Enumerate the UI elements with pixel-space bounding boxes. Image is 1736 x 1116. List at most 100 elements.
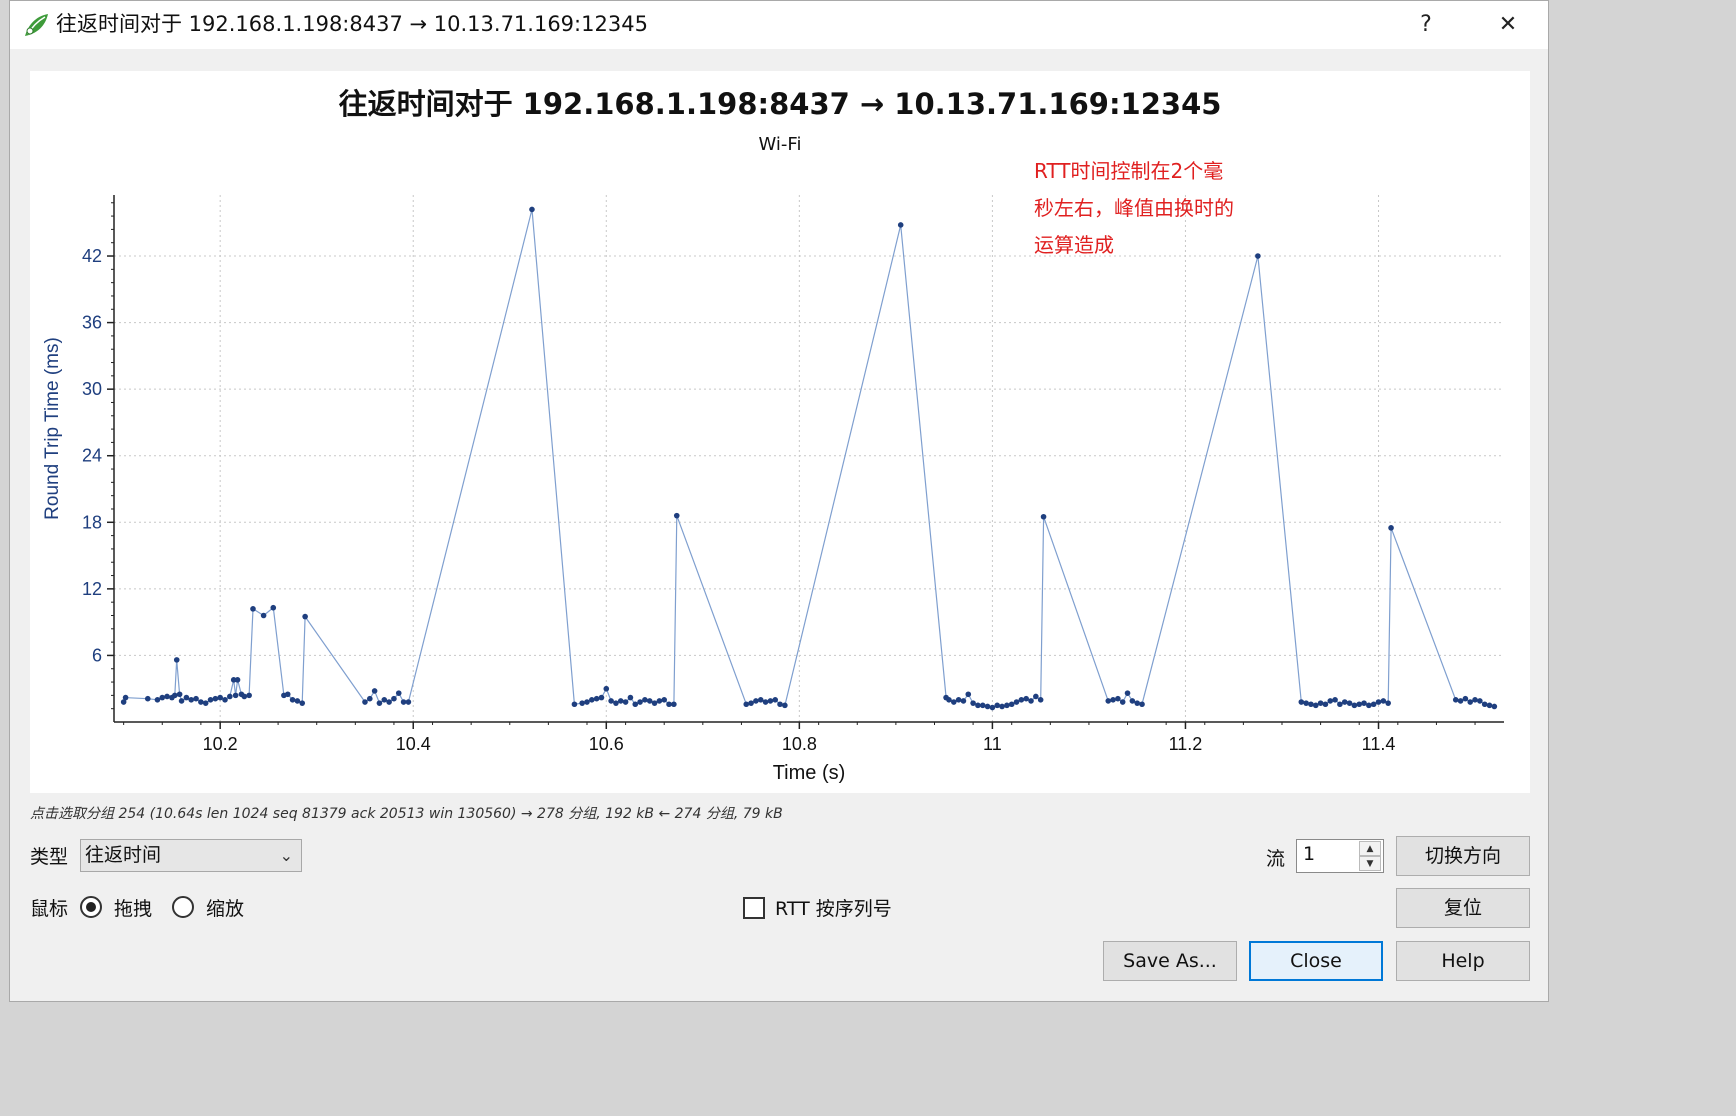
rtt-data-point[interactable] xyxy=(1375,699,1382,705)
rtt-data-point[interactable] xyxy=(246,692,252,699)
rtt-data-point[interactable] xyxy=(1322,701,1329,708)
rtt-data-point[interactable] xyxy=(1040,513,1047,520)
rtt-data-point[interactable] xyxy=(289,697,296,703)
rtt-data-point[interactable] xyxy=(1129,698,1136,704)
rtt-data-point[interactable] xyxy=(999,703,1005,710)
rtt-chart[interactable]: 10.2 10.4 10.6 10.8 11 11.2 11.4 6 12 18 24 30 36 42 T… xyxy=(30,71,1530,793)
rtt-data-point[interactable] xyxy=(284,691,291,698)
rtt-data-point[interactable] xyxy=(1346,700,1353,706)
rtt-data-point[interactable] xyxy=(400,699,407,705)
spin-up-icon[interactable]: ▲ xyxy=(1359,841,1381,856)
rtt-data-point[interactable] xyxy=(1452,697,1459,703)
graph-type-select[interactable]: 往返时间 ⌄ xyxy=(80,839,302,872)
rtt-data-point[interactable] xyxy=(234,677,241,683)
rtt-data-point[interactable] xyxy=(1004,702,1010,709)
rtt-by-seq-label[interactable]: RTT 按序列号 xyxy=(775,898,892,920)
rtt-data-point[interactable] xyxy=(1457,698,1464,704)
rtt-data-point[interactable] xyxy=(176,691,183,698)
rtt-data-point[interactable] xyxy=(1380,698,1387,704)
rtt-data-point[interactable] xyxy=(1110,697,1116,703)
rtt-data-point[interactable] xyxy=(753,698,759,704)
rtt-data-point[interactable] xyxy=(1366,702,1372,709)
rtt-data-point[interactable] xyxy=(371,688,378,694)
plot-area[interactable]: 往返时间对于 192.168.1.198:8437 → 10.13.71.169… xyxy=(30,71,1530,793)
rtt-data-point[interactable] xyxy=(1385,700,1391,706)
rtt-data-point[interactable] xyxy=(173,657,180,663)
rtt-data-point[interactable] xyxy=(1491,703,1498,710)
rtt-data-point[interactable] xyxy=(1332,697,1338,703)
rtt-data-point[interactable] xyxy=(646,698,653,704)
rtt-data-point[interactable] xyxy=(897,222,904,228)
rtt-data-point[interactable] xyxy=(656,698,663,704)
rtt-data-point[interactable] xyxy=(1308,701,1314,708)
rtt-data-point[interactable] xyxy=(666,701,672,708)
rtt-data-point[interactable] xyxy=(593,695,600,702)
rtt-data-point[interactable] xyxy=(395,690,402,696)
rtt-data-point[interactable] xyxy=(1119,699,1126,705)
rtt-data-point[interactable] xyxy=(1356,701,1363,708)
rtt-data-point[interactable] xyxy=(1361,700,1367,706)
rtt-data-point[interactable] xyxy=(362,699,368,705)
rtt-data-point[interactable] xyxy=(405,699,412,705)
close-button[interactable]: Close xyxy=(1249,941,1383,981)
rtt-data-point[interactable] xyxy=(777,701,783,708)
rtt-data-point[interactable] xyxy=(955,697,962,703)
rtt-data-point[interactable] xyxy=(1370,701,1377,708)
rtt-data-point[interactable] xyxy=(979,702,986,709)
rtt-data-point[interactable] xyxy=(673,512,680,519)
rtt-data-point[interactable] xyxy=(748,700,754,706)
rtt-data-point[interactable] xyxy=(260,612,267,619)
rtt-data-point[interactable] xyxy=(661,697,668,703)
rtt-data-point[interactable] xyxy=(989,704,996,711)
rtt-data-point[interactable] xyxy=(946,697,952,703)
rtt-data-point[interactable] xyxy=(193,695,199,702)
rtt-data-point[interactable] xyxy=(1139,701,1145,708)
rtt-data-point[interactable] xyxy=(1023,695,1029,702)
rtt-data-point[interactable] xyxy=(627,694,634,701)
rtt-data-point[interactable] xyxy=(1327,698,1334,704)
rtt-data-point[interactable] xyxy=(122,694,129,701)
rtt-data-point[interactable] xyxy=(767,698,774,704)
rtt-data-point[interactable] xyxy=(376,700,383,706)
rtt-data-point[interactable] xyxy=(1008,701,1015,708)
help-title-button[interactable]: ? xyxy=(1420,12,1432,37)
rtt-data-point[interactable] xyxy=(120,699,127,705)
rtt-data-point[interactable] xyxy=(217,694,223,701)
save-as-button[interactable]: Save As... xyxy=(1103,941,1237,981)
rtt-data-point[interactable] xyxy=(622,699,629,705)
rtt-data-point[interactable] xyxy=(1134,700,1140,706)
rtt-data-point[interactable] xyxy=(391,695,397,702)
rtt-data-point[interactable] xyxy=(598,694,605,701)
rtt-data-point[interactable] xyxy=(1486,702,1493,709)
rtt-data-point[interactable] xyxy=(183,694,190,701)
rtt-data-point[interactable] xyxy=(1013,699,1020,705)
rtt-data-point[interactable] xyxy=(230,677,237,683)
rtt-data-point[interactable] xyxy=(1351,702,1358,709)
rtt-data-point[interactable] xyxy=(207,697,214,703)
rtt-data-point[interactable] xyxy=(571,701,578,708)
rtt-data-point[interactable] xyxy=(299,700,306,706)
drag-radio[interactable] xyxy=(80,896,102,918)
switch-direction-button[interactable]: 切换方向 xyxy=(1396,836,1530,876)
rtt-data-point[interactable] xyxy=(188,697,195,703)
rtt-data-point[interactable] xyxy=(772,697,779,703)
rtt-data-point[interactable] xyxy=(386,699,392,705)
rtt-data-point[interactable] xyxy=(608,698,614,704)
rtt-data-point[interactable] xyxy=(613,700,619,706)
rtt-data-point[interactable] xyxy=(1337,701,1343,708)
rtt-data-point[interactable] xyxy=(159,694,166,701)
zoom-radio[interactable] xyxy=(172,896,194,918)
rtt-data-point[interactable] xyxy=(1018,697,1025,703)
rtt-data-point[interactable] xyxy=(366,695,373,702)
rtt-data-point[interactable] xyxy=(1388,525,1394,531)
rtt-data-point[interactable] xyxy=(762,699,769,705)
rtt-data-point[interactable] xyxy=(1472,697,1478,703)
rtt-data-point[interactable] xyxy=(975,702,981,709)
rtt-data-point[interactable] xyxy=(757,697,764,703)
stream-spinbox[interactable]: 1 ▲ ▼ xyxy=(1296,839,1384,873)
rtt-data-point[interactable] xyxy=(637,699,643,705)
rtt-data-point[interactable] xyxy=(222,697,228,703)
rtt-data-point[interactable] xyxy=(1298,699,1305,705)
rtt-data-point[interactable] xyxy=(172,692,178,699)
rtt-data-point[interactable] xyxy=(579,700,585,706)
